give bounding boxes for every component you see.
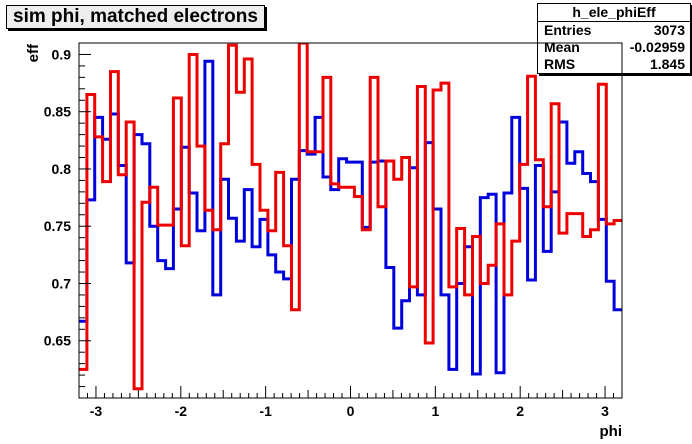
x-axis-title: phi (600, 423, 623, 440)
stats-label: Entries (544, 22, 592, 38)
x-tick-label: 2 (516, 403, 524, 419)
x-tick-label: -3 (90, 403, 103, 419)
x-tick-label: 0 (347, 403, 355, 419)
stats-box: h_ele_phiEff Entries 3073 Mean -0.02959 … (537, 3, 691, 74)
series-line-1 (79, 43, 622, 391)
y-axis-title: eff (25, 43, 42, 62)
y-tick-label: 0.75 (44, 218, 71, 234)
x-tick-label: 1 (431, 403, 439, 419)
stats-row-rms: RMS 1.845 (538, 56, 690, 73)
y-tick-label: 0.85 (44, 104, 71, 120)
y-tick-label: 0.65 (44, 333, 71, 349)
series-line-0 (79, 59, 622, 376)
stats-value: -0.02959 (629, 39, 685, 55)
stats-value: 3073 (653, 22, 685, 38)
stats-label: RMS (544, 56, 576, 72)
stats-value: 1.845 (649, 56, 685, 72)
y-tick-label: 0.8 (52, 161, 72, 177)
stats-box-name: h_ele_phiEff (538, 4, 690, 22)
y-tick-label: 0.7 (52, 275, 72, 291)
x-tick-label: 3 (601, 403, 609, 419)
plot-frame (78, 42, 623, 399)
x-tick-label: -2 (175, 403, 188, 419)
y-tick-label: 0.9 (52, 46, 72, 62)
stats-row-entries: Entries 3073 (538, 22, 690, 39)
x-tick-label: -1 (259, 403, 272, 419)
chart-title: sim phi, matched electrons (6, 5, 265, 29)
